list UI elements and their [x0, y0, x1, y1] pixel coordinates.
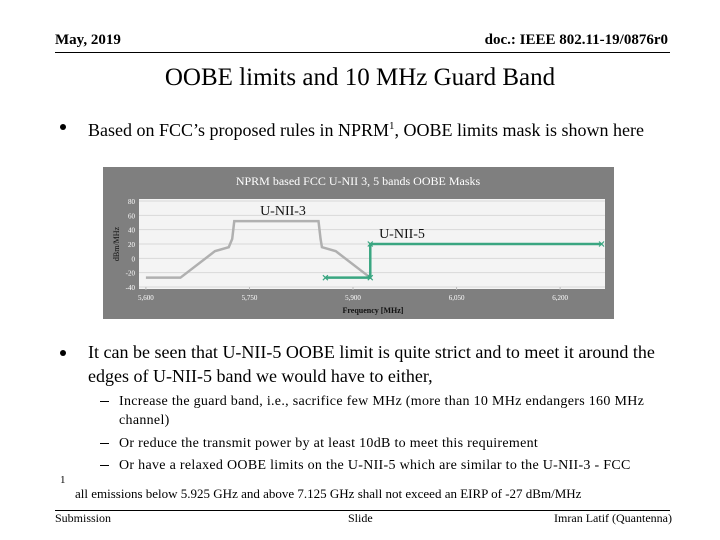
sub-bullet-dash — [100, 465, 109, 466]
footer-rule — [55, 510, 670, 511]
annotation: U-NII-3 — [260, 204, 306, 219]
chart-title: NPRM based FCC U-NII 3, 5 bands OOBE Mas… — [236, 174, 481, 188]
sub-bullet-text: Or reduce the transmit power by at least… — [119, 436, 539, 451]
chart: NPRM based FCC U-NII 3, 5 bands OOBE Mas… — [103, 167, 614, 319]
bullet-dot — [60, 124, 66, 130]
slide-title: OOBE limits and 10 MHz Guard Band — [164, 64, 556, 91]
y-axis-label: dBm/MHz — [112, 226, 121, 261]
bullet-text: , OOBE limits mask is shown here — [394, 120, 645, 140]
footnote-text: all emissions below 5.925 GHz and above … — [75, 486, 582, 501]
x-tick-label: 6,200 — [552, 294, 568, 302]
y-tick-label: 20 — [128, 241, 136, 249]
header-doc: doc.: IEEE 802.11-19/0876r0 — [484, 32, 668, 48]
x-tick-label: 6,050 — [449, 294, 465, 302]
header-rule — [55, 52, 670, 53]
header-date: May, 2019 — [55, 32, 121, 48]
sub-bullet-text: Increase the guard band, i.e., sacrifice… — [119, 394, 645, 428]
annotation: U-NII-5 — [379, 227, 425, 242]
series-line — [325, 242, 602, 279]
x-axis-label: Frequency [MHz] — [343, 306, 404, 315]
footer-left: Submission — [55, 511, 112, 525]
bullet-text: It can be seen that U-NII-5 OOBE limit i… — [88, 342, 655, 386]
y-tick-label: 80 — [128, 198, 136, 206]
y-tick-label: -40 — [126, 284, 136, 292]
series-line — [145, 219, 372, 279]
sub-bullet-text: Or have a relaxed OOBE limits on the U-N… — [119, 458, 631, 473]
sub-bullet-dash — [100, 401, 109, 402]
y-tick-label: -20 — [126, 270, 136, 278]
series-marker — [598, 241, 605, 247]
series-marker — [367, 241, 374, 247]
x-tick-label: 5,900 — [345, 294, 361, 302]
x-tick-label: 5,600 — [138, 294, 154, 302]
series-marker — [322, 274, 329, 281]
footnote-ref: 1 — [389, 120, 395, 132]
bullet: Based on FCC’s proposed rules in NPRM1, … — [88, 114, 688, 142]
footnote-mark: 1 — [60, 474, 66, 486]
bullet-text: Based on FCC’s proposed rules in NPRM — [88, 120, 390, 140]
footer-center: Slide — [348, 511, 373, 525]
series-marker — [367, 274, 374, 281]
footer-right: Imran Latif (Quantenna) — [554, 511, 672, 525]
bullet-dot — [60, 350, 66, 356]
x-tick-label: 5,750 — [242, 294, 258, 302]
y-tick-label: 60 — [128, 212, 136, 220]
y-tick-label: 40 — [128, 227, 136, 235]
y-tick-label: 0 — [132, 255, 136, 263]
sub-bullet-dash — [100, 443, 109, 444]
